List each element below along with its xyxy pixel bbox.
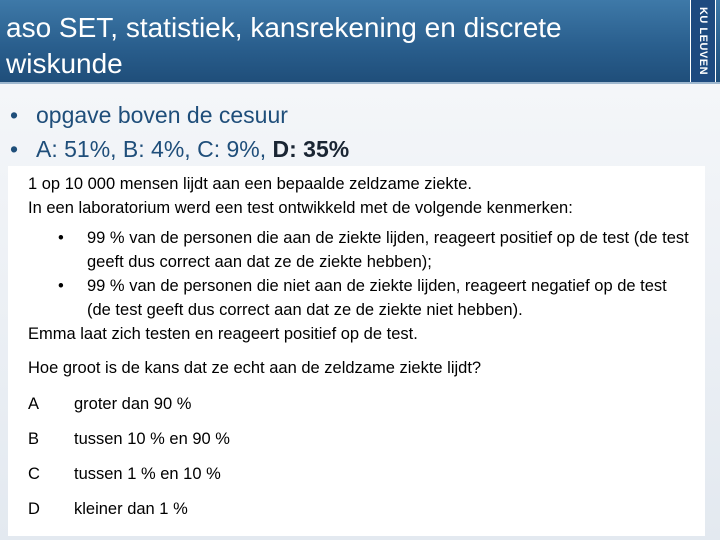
bullet-text: opgave boven de cesuur (36, 102, 288, 128)
exercise-statement: Emma laat zich testen en reageert positi… (28, 325, 418, 343)
test-properties-list: 99 % van de personen die aan de ziekte l… (28, 226, 695, 322)
exercise-intro: 1 op 10 000 mensen lijdt aan een bepaald… (28, 175, 472, 193)
option-letter: C (28, 465, 40, 483)
option-text: groter dan 90 % (74, 395, 192, 413)
property-item: 99 % van de personen die niet aan de zie… (28, 274, 695, 322)
bullet-item: opgave boven de cesuur (10, 98, 349, 132)
answer-option: D kleiner dan 1 % (28, 497, 695, 532)
slide-header: aso SET, statistiek, kansrekening en dis… (0, 0, 720, 84)
exercise-panel: 1 op 10 000 mensen lijdt aan een bepaald… (8, 166, 705, 536)
bullet-text: A: 51%, B: 4%, C: 9%, (36, 136, 273, 162)
slide-title: aso SET, statistiek, kansrekening en dis… (6, 12, 562, 79)
option-text: kleiner dan 1 % (74, 500, 188, 518)
option-letter: A (28, 395, 40, 413)
exercise-question: Hoe groot is de kans dat ze echt aan de … (28, 359, 482, 377)
option-text: tussen 1 % en 10 % (74, 465, 221, 483)
property-item: 99 % van de personen die aan de ziekte l… (28, 226, 695, 274)
exercise-intro: In een laboratorium werd een test ontwik… (28, 199, 573, 217)
ku-leuven-logo: KU LEUVEN (690, 0, 716, 82)
answer-option: A groter dan 90 % (28, 392, 695, 427)
option-letter: B (28, 430, 40, 448)
answer-options: A groter dan 90 % B tussen 10 % en 90 % … (28, 392, 695, 532)
option-text: tussen 10 % en 90 % (74, 430, 230, 448)
answer-option: C tussen 1 % en 10 % (28, 462, 695, 497)
logo-text: KU LEUVEN (697, 6, 709, 76)
option-letter: D (28, 500, 40, 518)
bullet-highlight: D: 35% (272, 136, 350, 162)
answer-option: B tussen 10 % en 90 % (28, 427, 695, 462)
summary-bullets: opgave boven de cesuur A: 51%, B: 4%, C:… (10, 98, 349, 166)
bullet-item: A: 51%, B: 4%, C: 9%, D: 35% (10, 132, 349, 166)
